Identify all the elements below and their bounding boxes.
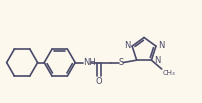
Text: NH: NH [83,58,96,67]
Text: N: N [124,41,130,50]
Text: N: N [158,41,164,50]
Text: O: O [96,77,102,86]
Text: N: N [154,56,160,65]
Text: S: S [119,58,124,67]
Text: CH₃: CH₃ [162,70,175,76]
